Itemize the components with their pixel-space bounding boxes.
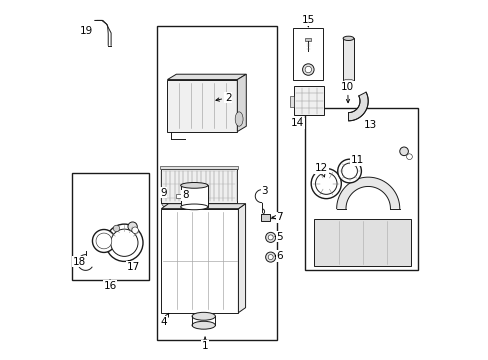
Text: 11: 11 (350, 155, 364, 165)
Text: 10: 10 (341, 82, 354, 103)
Polygon shape (348, 92, 367, 121)
Bar (289, 96, 293, 107)
Polygon shape (161, 203, 240, 209)
Circle shape (96, 233, 112, 249)
Polygon shape (161, 204, 245, 209)
Polygon shape (336, 177, 399, 209)
Circle shape (305, 66, 311, 73)
Polygon shape (237, 74, 246, 132)
Text: 5: 5 (275, 232, 283, 242)
Text: 15: 15 (301, 15, 314, 27)
Circle shape (128, 222, 137, 231)
Text: 13: 13 (363, 120, 377, 130)
Text: 17: 17 (126, 260, 140, 272)
Polygon shape (238, 204, 245, 313)
Text: 14: 14 (290, 118, 304, 128)
Text: 3: 3 (261, 186, 268, 196)
Circle shape (110, 229, 138, 256)
Ellipse shape (192, 312, 215, 320)
Ellipse shape (180, 183, 207, 188)
Bar (261, 214, 269, 221)
Bar (161, 169, 236, 203)
Circle shape (265, 252, 275, 262)
Text: 1: 1 (202, 337, 208, 351)
Ellipse shape (180, 204, 207, 210)
Bar (159, 166, 238, 169)
Ellipse shape (343, 36, 353, 41)
Bar (72, 173, 148, 280)
Bar (305, 108, 418, 270)
Circle shape (132, 227, 138, 233)
Polygon shape (167, 80, 237, 132)
Circle shape (302, 64, 313, 75)
Text: 2: 2 (216, 93, 231, 103)
Text: 8: 8 (182, 190, 188, 201)
Bar (180, 185, 207, 207)
Polygon shape (167, 74, 246, 80)
Ellipse shape (343, 79, 353, 84)
Circle shape (341, 163, 357, 179)
Bar (292, 28, 323, 80)
Text: 9: 9 (160, 188, 166, 198)
Text: 4: 4 (160, 313, 168, 327)
Circle shape (399, 147, 407, 156)
Circle shape (406, 154, 411, 159)
Circle shape (267, 235, 273, 240)
Text: 7: 7 (272, 212, 283, 222)
Bar (161, 209, 238, 313)
Bar (293, 86, 324, 116)
Circle shape (337, 159, 361, 183)
Text: 18: 18 (73, 257, 86, 267)
Circle shape (265, 232, 275, 242)
Bar (305, 38, 310, 41)
Text: 19: 19 (80, 26, 93, 36)
Bar (175, 194, 180, 198)
Ellipse shape (192, 321, 215, 329)
Circle shape (92, 229, 115, 252)
Ellipse shape (235, 112, 243, 126)
Circle shape (113, 225, 120, 231)
Text: 16: 16 (103, 280, 117, 291)
Bar (314, 220, 410, 266)
Circle shape (267, 255, 273, 260)
Circle shape (310, 168, 341, 199)
Text: 6: 6 (275, 251, 283, 261)
Bar (343, 39, 353, 81)
Circle shape (105, 224, 142, 261)
Text: 12: 12 (314, 163, 327, 177)
Bar (156, 26, 276, 339)
Circle shape (315, 173, 336, 194)
